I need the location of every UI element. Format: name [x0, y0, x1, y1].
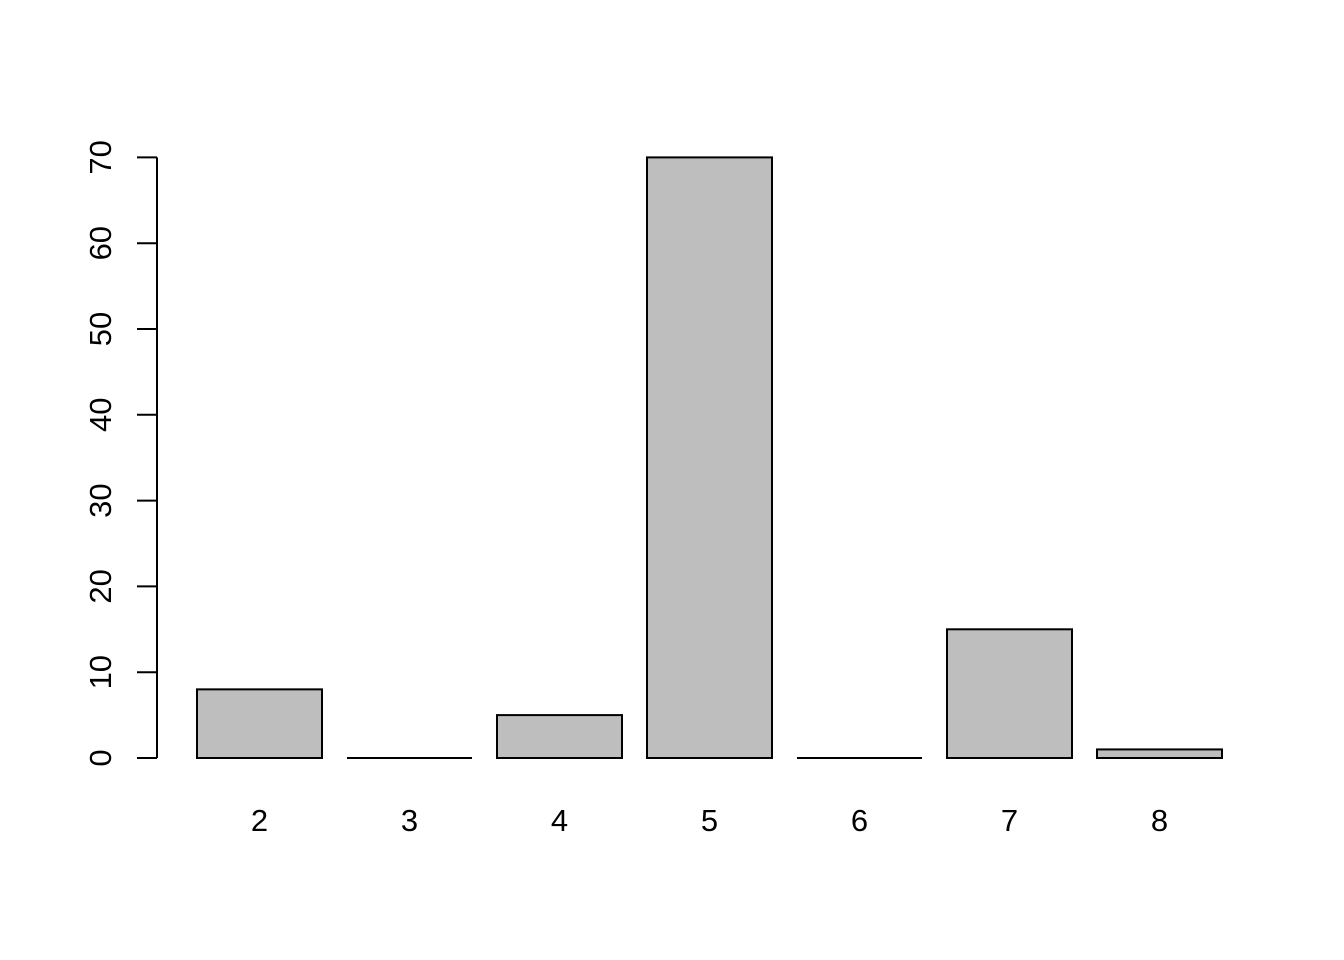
- y-tick-label: 70: [83, 140, 118, 174]
- x-category-label: 7: [1001, 803, 1018, 838]
- y-tick-label: 60: [83, 226, 118, 260]
- x-category-label: 2: [251, 803, 268, 838]
- y-tick-label: 20: [83, 569, 118, 603]
- x-category-label: 5: [701, 803, 718, 838]
- bar-2: [196, 688, 323, 759]
- bar-7: [946, 628, 1073, 759]
- x-category-label: 4: [551, 803, 568, 838]
- x-category-label: 3: [401, 803, 418, 838]
- bar-4: [496, 714, 623, 759]
- x-category-label: 6: [851, 803, 868, 838]
- x-category-label: 8: [1151, 803, 1168, 838]
- bar-8: [1096, 748, 1223, 759]
- y-tick-label: 10: [83, 655, 118, 689]
- y-tick-label: 30: [83, 483, 118, 517]
- y-tick-label: 50: [83, 312, 118, 346]
- bar-5: [646, 156, 773, 759]
- y-tick-label: 0: [83, 749, 118, 766]
- y-tick-label: 40: [83, 398, 118, 432]
